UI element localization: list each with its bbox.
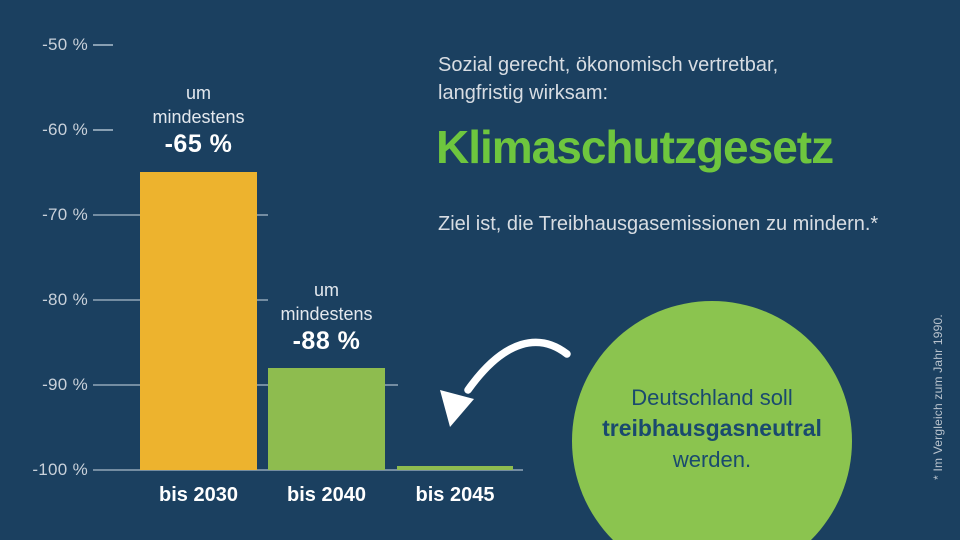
axis-tick-50 [93, 44, 113, 46]
x-axis-label-2045: bis 2045 [415, 484, 495, 506]
bar-annotation-value: -65 % [164, 130, 233, 158]
bar-annotation-prefix: um [313, 280, 339, 300]
bar-2030 [140, 172, 257, 470]
bar-2045 [397, 466, 513, 470]
circle-callout-text: Deutschland soll treibhausgasneutral wer… [572, 382, 852, 475]
y-axis-label-50: -50 % [42, 35, 88, 54]
x-axis-label-2040: bis 2040 [287, 484, 366, 506]
bar-annotation-prefix: um [185, 83, 211, 103]
y-axis-label-80: -80 % [42, 290, 88, 309]
circle-line-1: Deutschland soll [631, 385, 793, 410]
y-axis-label-100: -100 % [32, 460, 88, 479]
bar-annotation-2040: um mindestens -88 % [268, 278, 385, 357]
tagline: Ziel ist, die Treibhausgasemissionen zu … [438, 213, 879, 235]
page-title: Klimaschutzgesetz [436, 121, 834, 173]
curved-arrow-icon [440, 338, 571, 427]
baseline-100 [93, 469, 523, 471]
subtitle: Sozial gerecht, ökonomisch vertretbar, l… [438, 51, 858, 107]
bar-annotation-prefix: mindestens [280, 304, 373, 324]
circle-line-3: werden. [672, 447, 752, 472]
axis-tick-60 [93, 129, 113, 131]
y-axis-label-60: -60 % [42, 120, 88, 139]
circle-callout: Deutschland soll treibhausgasneutral wer… [572, 301, 852, 540]
y-axis-label-70: -70 % [42, 205, 88, 224]
bar-annotation-2030: um mindestens -65 % [140, 81, 257, 160]
bar-annotation-prefix: mindestens [152, 107, 245, 127]
subtitle-line-2: langfristig wirksam: [438, 82, 609, 104]
circle-line-2: treibhausgasneutral [602, 415, 822, 441]
y-axis-label-90: -90 % [42, 375, 88, 394]
footnote: * Im Vergleich zum Jahr 1990. [931, 314, 945, 480]
bar-annotation-value: -88 % [292, 327, 361, 355]
bar-2040 [268, 368, 385, 470]
subtitle-line-1: Sozial gerecht, ökonomisch vertretbar, [438, 54, 779, 76]
x-axis-label-2030: bis 2030 [159, 484, 238, 506]
